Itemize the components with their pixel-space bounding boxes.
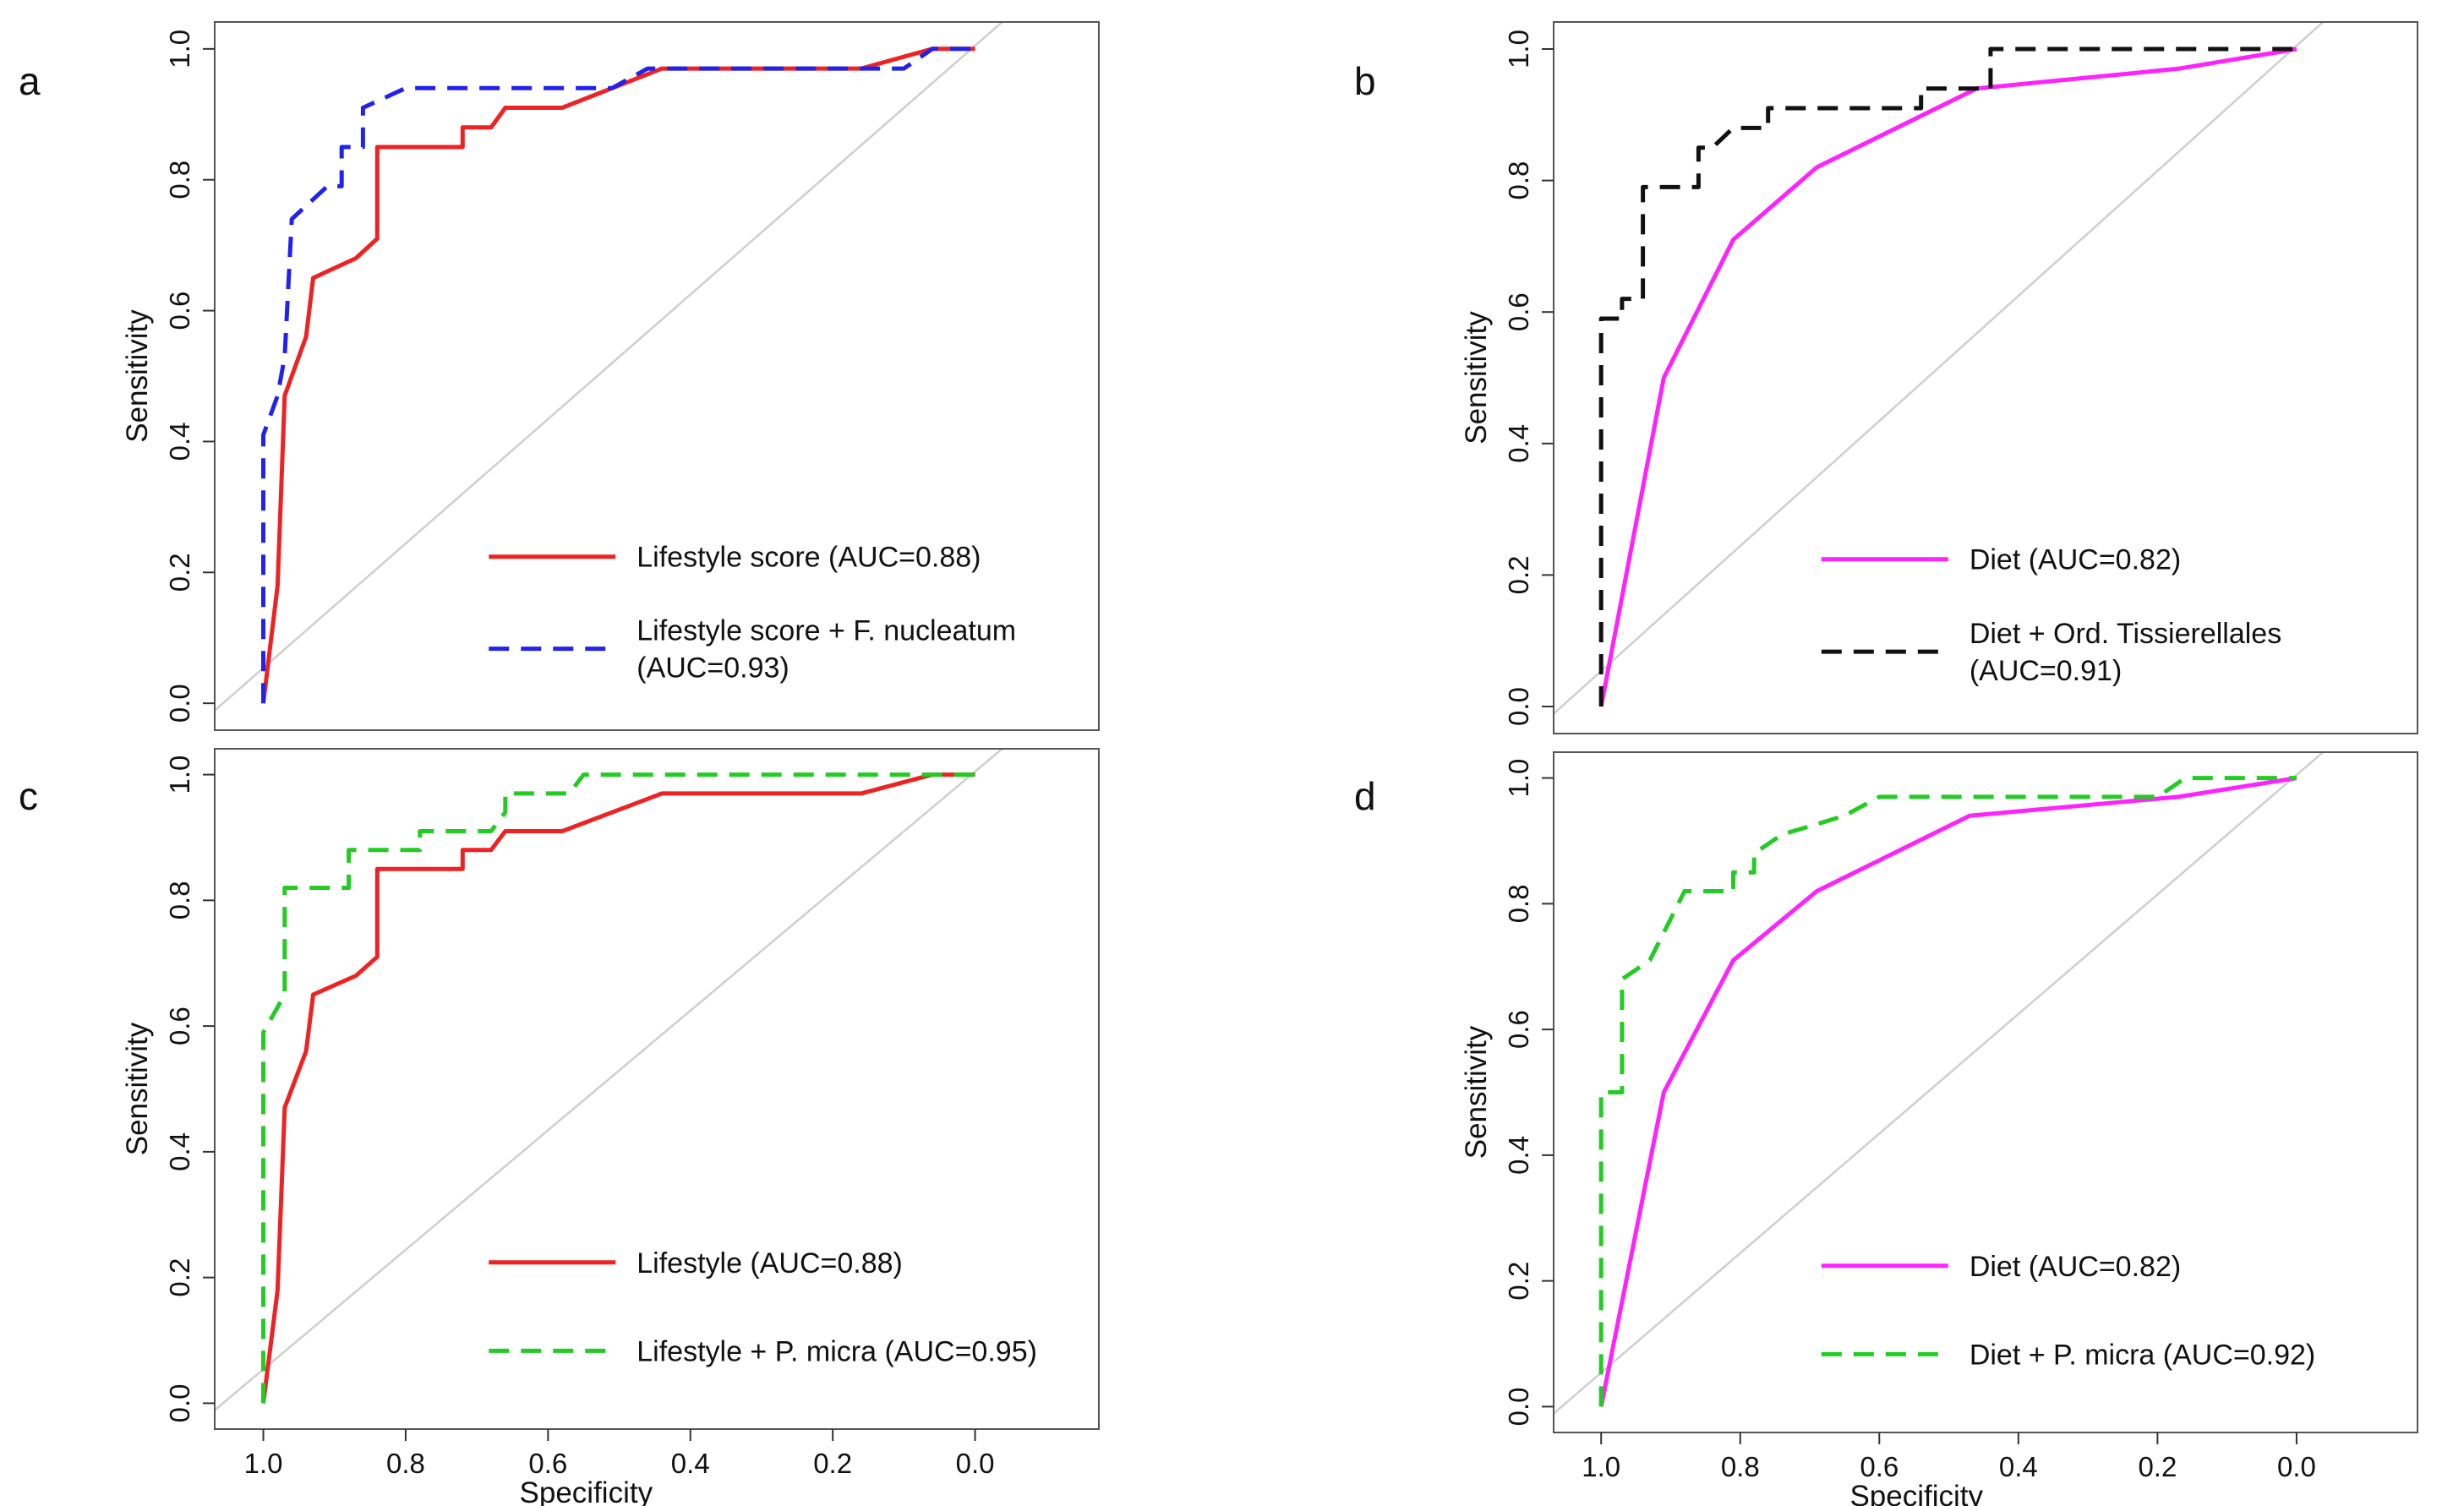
roc-curve-b-2: [1598, 46, 2297, 707]
y-tick-label: 0.6: [164, 292, 195, 330]
panel-label-d: d: [1354, 774, 1376, 818]
reference-diagonal: [215, 22, 1004, 712]
legend-label: Lifestyle score + F. nucleatum: [636, 615, 1016, 647]
x-tick-label: 0.8: [1721, 1451, 1760, 1482]
x-tick-label: 0.6: [528, 1448, 567, 1479]
legend-label: Diet (AUC=0.82): [1970, 544, 2181, 576]
roc-curve-a-2: [261, 46, 975, 704]
y-tick-label: 0.8: [164, 161, 195, 199]
roc-curve-c-1: [261, 772, 975, 1404]
x-tick-label: 0.4: [1999, 1451, 2038, 1482]
y-tick-label: 0.8: [1503, 884, 1534, 923]
panel-label-c: c: [19, 774, 38, 818]
y-axis-title: Sensitivity: [121, 309, 154, 443]
y-axis-title: Sensitivity: [121, 1022, 154, 1155]
roc-curve-c-2: [261, 772, 975, 1404]
y-tick-label: 0.6: [1503, 292, 1534, 331]
legend: Diet (AUC=0.82) Diet + P. micra (AUC=0.92…: [1821, 1251, 2315, 1371]
x-tick-label: 0.2: [813, 1448, 852, 1479]
plot-frame: [214, 21, 1100, 731]
panel-label-b: b: [1354, 59, 1376, 103]
reference-diagonal: [1554, 752, 2325, 1416]
y-tick-label: 0.8: [164, 881, 195, 919]
legend: Lifestyle (AUC=0.88) Lifestyle + P. micra…: [489, 1247, 1037, 1367]
y-tick-label: 0.0: [164, 684, 195, 723]
x-axis-title: Specificity: [1849, 1480, 1983, 1506]
roc-panels: a 0.0 0.2 0.4 0.6 0.8 1.0 Sensitivity Lifestyle …: [19, 21, 2418, 1506]
legend: Diet (AUC=0.82) Diet + Ord. Tissierellale…: [1821, 544, 2281, 687]
reference-diagonal: [1554, 22, 2325, 716]
y-tick-label: 0.0: [1503, 687, 1534, 726]
roc-curve-d-1: [1598, 776, 2297, 1407]
x-tick-label: 0.4: [671, 1448, 710, 1479]
legend-label: (AUC=0.91): [1970, 655, 2122, 687]
panel-label-a: a: [19, 59, 41, 103]
legend-label: Lifestyle + P. micra (AUC=0.95): [636, 1335, 1037, 1367]
roc-panel-c: c 0.0 0.2 0.4 0.6 0.8 1.0 Sensitivity 1.0 0.8 0.6 0…: [19, 748, 1100, 1506]
y-tick-label: 0.2: [164, 1258, 195, 1297]
x-tick-label: 0.8: [386, 1448, 425, 1479]
x-tick-label: 0.0: [2277, 1451, 2316, 1482]
roc-panel-b: b 0.0 0.2 0.4 0.6 0.8 1.0 Sensitivity Diet (AUC=…: [1354, 21, 2418, 734]
plot-frame: [1553, 21, 2418, 734]
legend-label: (AUC=0.93): [636, 652, 789, 685]
y-tick-label: 0.2: [164, 553, 195, 592]
y-tick-label: 0.4: [1503, 424, 1534, 463]
plot-frame: [214, 748, 1100, 1430]
y-tick-label: 1.0: [1503, 30, 1534, 68]
y-tick-label: 1.0: [164, 30, 195, 68]
y-tick-label: 1.0: [164, 756, 195, 794]
y-tick-label: 1.0: [1503, 759, 1534, 798]
legend-label: Diet (AUC=0.82): [1970, 1251, 2181, 1283]
y-tick-label: 0.0: [164, 1383, 195, 1422]
y-axis-title: Sensitivity: [1460, 1025, 1493, 1159]
x-tick-label: 0.2: [2138, 1451, 2177, 1482]
legend-label: Diet + P. micra (AUC=0.92): [1970, 1339, 2315, 1371]
y-tick-label: 0.4: [1503, 1136, 1534, 1175]
legend: Lifestyle score (AUC=0.88) Lifestyle scor…: [489, 542, 1016, 685]
roc-curve-a-1: [261, 46, 975, 704]
legend-label: Lifestyle score (AUC=0.88): [636, 542, 981, 574]
reference-diagonal: [215, 749, 1004, 1412]
x-tick-label: 0.0: [956, 1448, 995, 1479]
y-tick-label: 0.6: [164, 1007, 195, 1045]
y-tick-label: 0.2: [1503, 1262, 1534, 1301]
x-tick-label: 1.0: [1582, 1451, 1620, 1482]
y-tick-label: 0.4: [164, 1132, 195, 1171]
roc-panel-d: d 0.0 0.2 0.4 0.6 0.8 1.0 Sensitivity 1.0 0.8 0.6 0…: [1354, 751, 2418, 1506]
plot-frame: [1553, 751, 2418, 1433]
legend-label: Lifestyle (AUC=0.88): [636, 1247, 903, 1280]
y-axis-title: Sensitivity: [1460, 311, 1493, 445]
x-tick-label: 1.0: [244, 1448, 283, 1479]
legend-label: Diet + Ord. Tissierellales: [1970, 618, 2281, 650]
y-tick-label: 0.4: [164, 422, 195, 461]
roc-curve-d-2: [1598, 776, 2297, 1407]
y-tick-label: 0.6: [1503, 1010, 1534, 1049]
x-axis-title: Specificity: [520, 1476, 653, 1506]
y-tick-label: 0.8: [1503, 161, 1534, 200]
y-tick-label: 0.0: [1503, 1387, 1534, 1426]
roc-panel-a: a 0.0 0.2 0.4 0.6 0.8 1.0 Sensitivity Lifestyle …: [19, 21, 1100, 731]
y-tick-label: 0.2: [1503, 555, 1534, 594]
roc-curve-b-1: [1598, 46, 2297, 707]
x-tick-label: 0.6: [1860, 1451, 1899, 1482]
